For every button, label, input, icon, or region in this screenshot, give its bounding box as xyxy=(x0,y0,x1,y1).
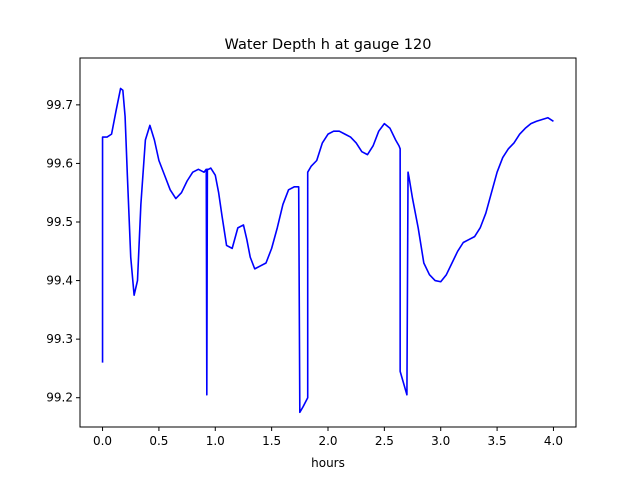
y-tick-label: 99.3 xyxy=(46,332,73,346)
y-tick-label: 99.7 xyxy=(46,98,73,112)
x-tick-label: 0.0 xyxy=(93,434,112,448)
x-tick-label: 3.5 xyxy=(488,434,507,448)
x-tick-label: 4.0 xyxy=(544,434,563,448)
x-axis: 0.0 0.5 1.0 1.5 2.0 2.5 3.0 3.5 4.0 xyxy=(93,427,563,448)
y-tick-label: 99.6 xyxy=(46,156,73,170)
y-axis: 99.2 99.3 99.4 99.5 99.6 99.7 xyxy=(46,98,80,405)
x-axis-label: hours xyxy=(311,456,345,470)
x-tick-label: 1.5 xyxy=(262,434,281,448)
x-tick-label: 2.0 xyxy=(318,434,337,448)
y-tick-label: 99.2 xyxy=(46,391,73,405)
plot-area xyxy=(101,87,554,414)
y-tick-label: 99.4 xyxy=(46,274,73,288)
y-tick-label: 99.5 xyxy=(46,215,73,229)
x-tick-label: 3.0 xyxy=(431,434,450,448)
x-tick-label: 2.5 xyxy=(375,434,394,448)
chart-title: Water Depth h at gauge 120 xyxy=(225,37,432,53)
x-tick-label: 1.0 xyxy=(206,434,225,448)
series-line-0 xyxy=(101,87,554,414)
x-tick-label: 0.5 xyxy=(149,434,168,448)
